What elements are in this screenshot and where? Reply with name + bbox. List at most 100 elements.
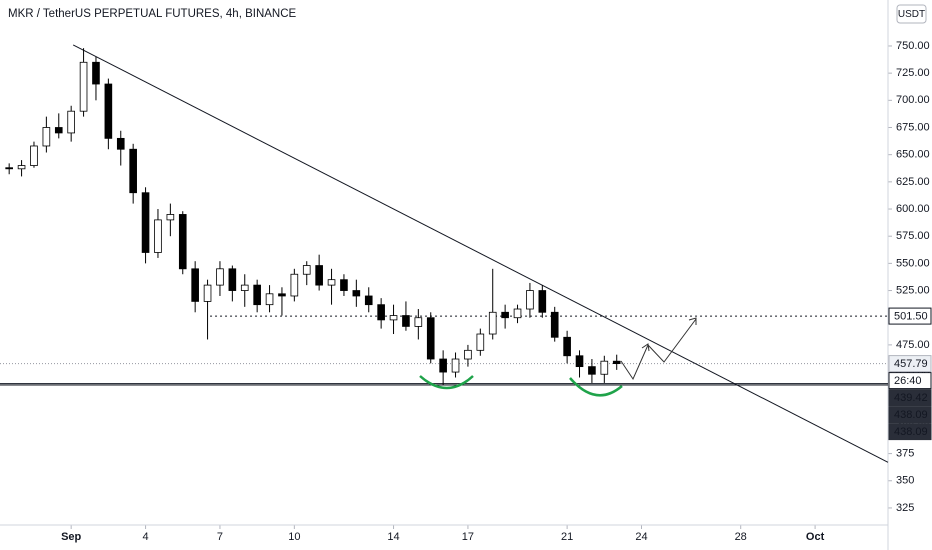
candle-body bbox=[166, 214, 175, 221]
candle-body bbox=[402, 315, 410, 327]
y-tick-label: 350 bbox=[896, 475, 914, 487]
candle-body bbox=[476, 333, 485, 351]
y-tick-label: 525.00 bbox=[896, 284, 930, 296]
y-tick-label: 325 bbox=[896, 502, 914, 514]
price-badge-label: 457.79 bbox=[894, 358, 928, 370]
candle-body bbox=[104, 83, 113, 139]
y-tick-label: 750.00 bbox=[896, 40, 930, 52]
candle-body bbox=[315, 265, 323, 286]
candle-body bbox=[426, 317, 435, 360]
candle-body bbox=[253, 284, 261, 306]
x-tick-label: 17 bbox=[462, 531, 474, 543]
price-badge-label: 501.50 bbox=[894, 310, 928, 322]
x-tick-label: Oct bbox=[806, 531, 825, 543]
y-tick-label: 475.00 bbox=[896, 339, 930, 351]
candle-body bbox=[42, 127, 51, 147]
y-tick-label: 575.00 bbox=[896, 230, 930, 242]
candle-body bbox=[377, 304, 385, 321]
candle-body bbox=[116, 137, 125, 150]
x-tick-label: 28 bbox=[735, 531, 747, 543]
candle-body bbox=[302, 265, 311, 275]
y-tick-label: 375 bbox=[896, 447, 914, 459]
candle-body bbox=[513, 308, 522, 319]
candle-body bbox=[439, 358, 447, 373]
candle-body bbox=[327, 279, 336, 286]
x-tick-label: 10 bbox=[288, 531, 300, 543]
price-badges: 501.50 457.79 26:40 439.42 438.09 438.09 bbox=[888, 307, 932, 441]
candle-body bbox=[290, 273, 299, 297]
y-tick-label: 700.00 bbox=[896, 94, 930, 106]
unit-label[interactable]: USDT bbox=[898, 9, 925, 20]
candle-body bbox=[191, 268, 199, 302]
candle-body bbox=[92, 61, 100, 85]
candle-body bbox=[141, 192, 150, 253]
candle-body bbox=[451, 358, 460, 373]
candle-body bbox=[550, 311, 559, 338]
candle-body bbox=[178, 214, 187, 270]
candle-body bbox=[600, 360, 609, 375]
arrow-head bbox=[688, 317, 697, 325]
candle-body bbox=[228, 268, 237, 291]
candle-body bbox=[575, 355, 584, 368]
x-tick-label: 21 bbox=[561, 531, 573, 543]
candle-body bbox=[278, 293, 286, 297]
trendline bbox=[72, 44, 889, 463]
candle-body bbox=[563, 336, 571, 357]
y-tick-label: 600.00 bbox=[896, 203, 930, 215]
candle-body bbox=[129, 148, 137, 194]
candle-body bbox=[464, 349, 472, 360]
candle-body bbox=[240, 284, 249, 291]
price-badge bbox=[888, 423, 932, 441]
candle-body bbox=[352, 290, 361, 297]
candle-body bbox=[216, 268, 224, 286]
y-tick-label: 550.00 bbox=[896, 257, 930, 269]
candle-body bbox=[501, 311, 509, 319]
y-tick-label: 725.00 bbox=[896, 67, 930, 79]
price-badge bbox=[888, 406, 932, 424]
candle-body bbox=[526, 290, 534, 310]
candle-body bbox=[5, 167, 13, 170]
candle-body bbox=[54, 127, 63, 134]
pattern-arc bbox=[569, 377, 623, 397]
candle-body bbox=[488, 311, 497, 335]
y-tick-label: 675.00 bbox=[896, 121, 930, 133]
price-badge-label: 438.09 bbox=[894, 426, 928, 438]
price-badge bbox=[888, 307, 932, 325]
candle-body bbox=[389, 315, 398, 321]
x-tick-label: 24 bbox=[635, 531, 647, 543]
candle-body bbox=[154, 219, 162, 253]
candle-body bbox=[538, 290, 547, 313]
candle-body bbox=[17, 165, 26, 170]
price-badge-label: 439.42 bbox=[894, 392, 928, 404]
price-badge bbox=[888, 372, 932, 390]
candle-body bbox=[340, 279, 348, 291]
unit-box[interactable] bbox=[896, 4, 927, 24]
projection-arrow bbox=[620, 344, 649, 381]
y-tick-label: 650.00 bbox=[896, 149, 930, 161]
candle-body bbox=[588, 366, 596, 375]
candle-body bbox=[265, 293, 274, 306]
arrow-head bbox=[641, 343, 650, 352]
price-badge bbox=[888, 389, 932, 407]
x-tick-label: 14 bbox=[387, 531, 399, 543]
price-badge-label: 26:40 bbox=[894, 375, 922, 387]
candle-body bbox=[30, 145, 38, 166]
y-tick-label: 625.00 bbox=[896, 176, 930, 188]
candle-body bbox=[364, 295, 373, 306]
marks bbox=[0, 44, 889, 463]
x-tick-label: 4 bbox=[142, 531, 148, 543]
pattern-arc bbox=[419, 375, 474, 390]
chart-title: MKR / TetherUS PERPETUAL FUTURES, 4h, BI… bbox=[8, 8, 297, 20]
candle-body bbox=[203, 284, 212, 302]
price-badge-label: 438.09 bbox=[894, 409, 928, 421]
projection-arrow bbox=[647, 318, 697, 363]
price-badge bbox=[888, 355, 932, 373]
x-tick-label: Sep bbox=[61, 531, 81, 543]
x-tick-label: 7 bbox=[217, 531, 223, 543]
candle-body bbox=[612, 360, 621, 364]
candle-body bbox=[79, 61, 88, 112]
candle-body bbox=[414, 317, 423, 327]
candle-body bbox=[67, 110, 75, 134]
